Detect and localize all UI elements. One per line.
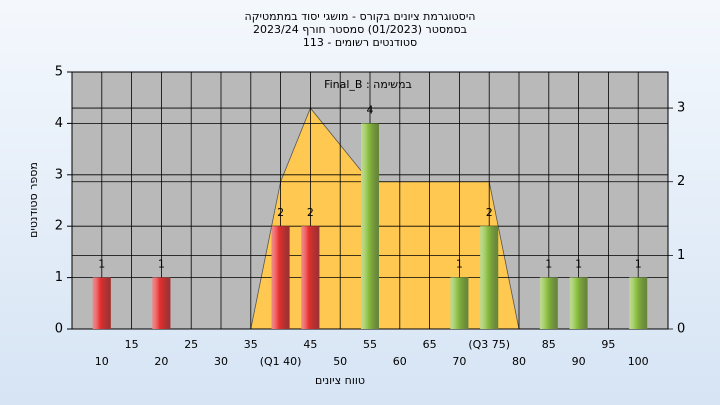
value-label: 1 <box>545 258 552 271</box>
value-label: 1 <box>158 258 165 271</box>
x-tick-label: 85 <box>542 338 556 351</box>
x-tick-label: (Q3 75) <box>468 338 510 351</box>
x-tick-label: 25 <box>184 338 198 351</box>
y-tick-label: 5 <box>55 65 63 80</box>
y-tick-label: 4 <box>55 116 63 131</box>
x-tick-label: 10 <box>95 355 109 368</box>
title-line: בסמסטר (01/2023) סמסטר חורף 2023/24 <box>253 23 467 36</box>
y-axis-label: מספר סטודנטים <box>27 162 40 238</box>
x-tick-label: 100 <box>628 355 649 368</box>
bar-shade <box>92 277 111 329</box>
x-tick-label: 90 <box>572 355 586 368</box>
x-tick-label: 45 <box>303 338 317 351</box>
y2-tick-label: 0 <box>677 322 685 337</box>
bar-shade <box>480 226 499 329</box>
x-tick-label: 30 <box>214 355 228 368</box>
title-line: היסטוגרמת ציונים בקורס - מושגי יסוד במתמ… <box>245 10 476 23</box>
value-label: 4 <box>367 103 374 116</box>
y-tick-label: 3 <box>55 167 63 182</box>
title-line: סטודנטים רשומים - 113 <box>303 36 417 49</box>
value-label: 1 <box>635 258 642 271</box>
x-tick-label: 60 <box>393 355 407 368</box>
value-label: 1 <box>575 258 582 271</box>
y2-tick-label: 3 <box>677 101 685 116</box>
x-tick-label: 50 <box>333 355 347 368</box>
value-label: 1 <box>98 258 105 271</box>
y2-tick-label: 1 <box>677 248 685 263</box>
bar-shade <box>450 277 469 329</box>
x-axis-label: טווח ציונים <box>315 374 365 387</box>
value-label: 1 <box>456 258 463 271</box>
x-tick-label: 35 <box>244 338 258 351</box>
bar-shade <box>539 277 558 329</box>
value-label: 2 <box>486 206 493 219</box>
y2-tick-label: 2 <box>677 174 685 189</box>
x-tick-label: 15 <box>125 338 139 351</box>
bar-shade <box>301 226 320 329</box>
x-tick-label: 80 <box>512 355 526 368</box>
x-tick-label: 65 <box>423 338 437 351</box>
bar-shade <box>569 277 588 329</box>
x-tick-label: 20 <box>154 355 168 368</box>
y-tick-label: 1 <box>55 270 63 285</box>
subtitle: במשימה : Final_B <box>324 78 412 91</box>
x-tick-label: 55 <box>363 338 377 351</box>
x-tick-label: 95 <box>601 338 615 351</box>
y-tick-label: 0 <box>55 322 63 337</box>
bar-shade <box>271 226 290 329</box>
bar-shade <box>152 277 171 329</box>
value-label: 2 <box>277 206 284 219</box>
x-tick-label: (Q1 40) <box>260 355 302 368</box>
bar-shade <box>629 277 648 329</box>
x-tick-label: 70 <box>452 355 466 368</box>
y-tick-label: 2 <box>55 219 63 234</box>
bar-shade <box>361 123 379 330</box>
value-label: 2 <box>307 206 314 219</box>
